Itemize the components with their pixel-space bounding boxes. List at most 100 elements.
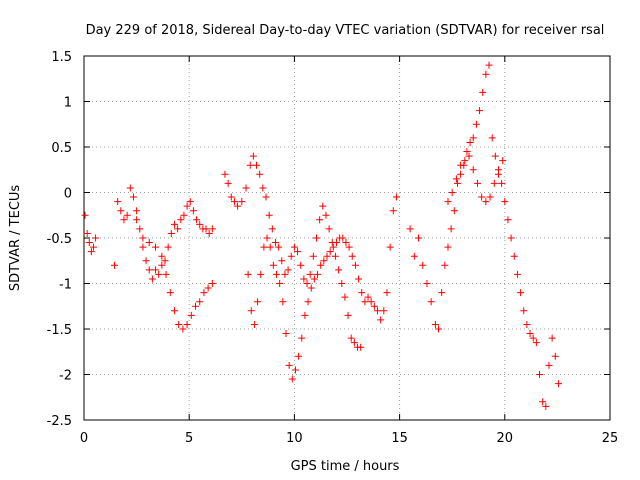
y-tick-label: 1.5: [51, 50, 72, 65]
data-point: [389, 207, 397, 215]
data-point: [87, 248, 95, 256]
data-point: [145, 239, 153, 247]
data-point: [473, 179, 481, 187]
data-point: [457, 161, 465, 169]
data-point: [482, 70, 490, 78]
data-point: [332, 239, 340, 247]
data-point: [323, 252, 331, 260]
data-point: [551, 352, 559, 360]
data-point: [325, 225, 333, 233]
data-point: [406, 225, 414, 233]
y-tick-label: 0: [64, 187, 72, 202]
data-point: [174, 225, 182, 233]
data-point: [139, 243, 147, 251]
data-point: [158, 252, 166, 260]
data-point: [374, 307, 382, 315]
data-point: [250, 320, 258, 328]
data-point: [501, 198, 509, 206]
data-point: [347, 334, 355, 342]
data-point: [357, 343, 365, 351]
data-point: [326, 248, 334, 256]
data-point: [316, 216, 324, 224]
data-point: [291, 366, 299, 374]
data-point: [167, 229, 175, 237]
data-point: [479, 88, 487, 96]
grid: [84, 56, 610, 420]
data-point: [123, 211, 131, 219]
data-point: [452, 175, 460, 183]
data-point: [358, 289, 366, 297]
data-point: [224, 179, 232, 187]
data-point: [513, 270, 521, 278]
data-point: [294, 248, 302, 256]
x-tick-label: 15: [391, 431, 408, 446]
data-point: [276, 280, 284, 287]
data-point: [148, 275, 156, 283]
data-point: [419, 261, 427, 269]
data-point: [301, 311, 309, 319]
data-point: [208, 280, 216, 287]
data-point: [259, 184, 267, 192]
data-point: [355, 275, 363, 283]
data-point: [320, 257, 328, 265]
y-tick-label: -0.5: [47, 232, 72, 247]
data-point: [444, 243, 452, 251]
data-point: [247, 307, 255, 315]
data-point: [423, 280, 431, 287]
data-point: [469, 134, 477, 142]
data-point: [466, 138, 474, 146]
x-tick-label: 10: [286, 431, 303, 446]
data-point: [386, 243, 394, 251]
data-point: [427, 298, 435, 306]
data-point: [367, 298, 375, 306]
data-point: [494, 166, 502, 174]
data-point: [230, 198, 238, 206]
data-point: [278, 257, 286, 265]
data-point: [257, 270, 265, 278]
data-point: [170, 220, 178, 228]
data-point: [536, 371, 544, 378]
data-point: [179, 325, 187, 333]
data-point: [517, 289, 525, 297]
data-point: [498, 179, 506, 187]
data-point: [234, 202, 242, 210]
data-point: [431, 320, 439, 328]
y-tick-label: -2.5: [47, 414, 72, 429]
data-point: [269, 261, 277, 269]
data-point: [114, 198, 122, 206]
data-point: [187, 311, 195, 319]
data-point: [491, 152, 499, 160]
data-point: [120, 216, 128, 224]
data-point: [410, 252, 418, 260]
data-point: [435, 325, 443, 333]
data-point: [469, 166, 477, 174]
data-point: [554, 380, 562, 388]
data-point: [164, 243, 172, 251]
data-point: [341, 293, 349, 301]
data-point: [361, 298, 369, 306]
data-point: [249, 152, 257, 160]
data-point: [266, 243, 274, 251]
data-point: [92, 234, 100, 242]
data-point: [196, 220, 204, 228]
data-point: [161, 257, 169, 265]
data-point: [152, 243, 160, 251]
data-point: [133, 216, 141, 224]
data-point: [392, 193, 400, 201]
data-point: [314, 270, 322, 278]
data-point: [265, 211, 273, 219]
data-point: [180, 211, 188, 219]
data-point: [380, 307, 388, 315]
data-point: [450, 207, 458, 215]
data-point: [242, 184, 250, 192]
data-point: [344, 311, 352, 319]
data-point: [441, 261, 449, 269]
data-point: [306, 270, 314, 278]
x-tick-label: 20: [497, 431, 514, 446]
data-point: [345, 243, 353, 251]
data-point: [490, 179, 498, 187]
data-point: [142, 257, 150, 265]
data-point: [348, 252, 356, 260]
data-point: [377, 316, 385, 324]
data-point: [482, 198, 490, 206]
